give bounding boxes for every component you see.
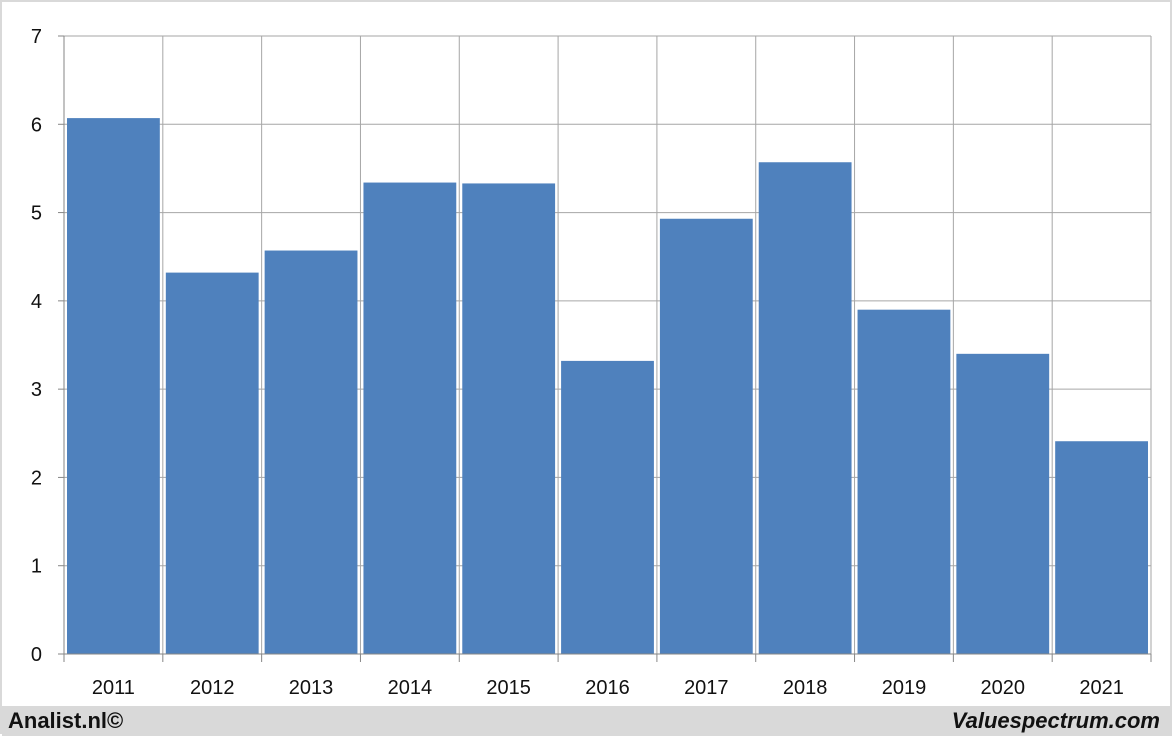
y-tick-label: 6 bbox=[31, 114, 42, 136]
x-tick-label: 2011 bbox=[92, 677, 135, 699]
x-tick-label: 2018 bbox=[783, 677, 828, 699]
bar-2017 bbox=[659, 218, 753, 654]
grid-lines bbox=[63, 35, 1152, 654]
x-tick-label: 2014 bbox=[388, 677, 433, 699]
y-tick-label: 2 bbox=[31, 467, 42, 489]
source-credit-right: Valuespectrum.com bbox=[951, 708, 1160, 733]
y-tick-labels: 0 1 2 3 4 5 6 7 bbox=[31, 26, 42, 666]
y-tick-label: 3 bbox=[31, 379, 42, 401]
footer-bar: Analist.nl© Valuespectrum.com bbox=[2, 706, 1172, 736]
x-tick-label: 2012 bbox=[190, 677, 235, 699]
x-tick-label: 2017 bbox=[684, 677, 729, 699]
y-tick-label: 1 bbox=[31, 556, 42, 578]
source-credit-left: Analist.nl© bbox=[8, 708, 124, 733]
bars bbox=[67, 118, 1148, 655]
x-tick-label: 2020 bbox=[981, 677, 1026, 699]
y-tick-label: 4 bbox=[31, 291, 42, 313]
bar-2018 bbox=[758, 162, 852, 654]
bar-2013 bbox=[264, 250, 358, 654]
axes bbox=[58, 35, 1152, 662]
bar-2012 bbox=[165, 272, 259, 654]
bar-2020 bbox=[956, 353, 1050, 654]
bar-2016 bbox=[561, 360, 654, 654]
y-tick-label: 7 bbox=[31, 26, 42, 48]
x-tick-label: 2016 bbox=[585, 677, 630, 699]
bar-2019 bbox=[857, 309, 951, 654]
y-tick-label: 0 bbox=[31, 644, 42, 666]
x-tick-label: 2019 bbox=[882, 677, 927, 699]
y-tick-label: 5 bbox=[31, 203, 42, 225]
x-tick-label: 2015 bbox=[486, 677, 531, 699]
x-tick-label: 2013 bbox=[289, 677, 334, 699]
bar-2015 bbox=[462, 183, 556, 655]
x-tick-label: 2021 bbox=[1079, 677, 1124, 699]
bar-2021 bbox=[1055, 441, 1148, 654]
bar-2011 bbox=[67, 118, 160, 654]
x-tick-labels: 2011 2012 2013 2014 2015 2016 2017 2018 2019 2020… bbox=[92, 677, 1124, 699]
bar-2014 bbox=[363, 182, 457, 654]
